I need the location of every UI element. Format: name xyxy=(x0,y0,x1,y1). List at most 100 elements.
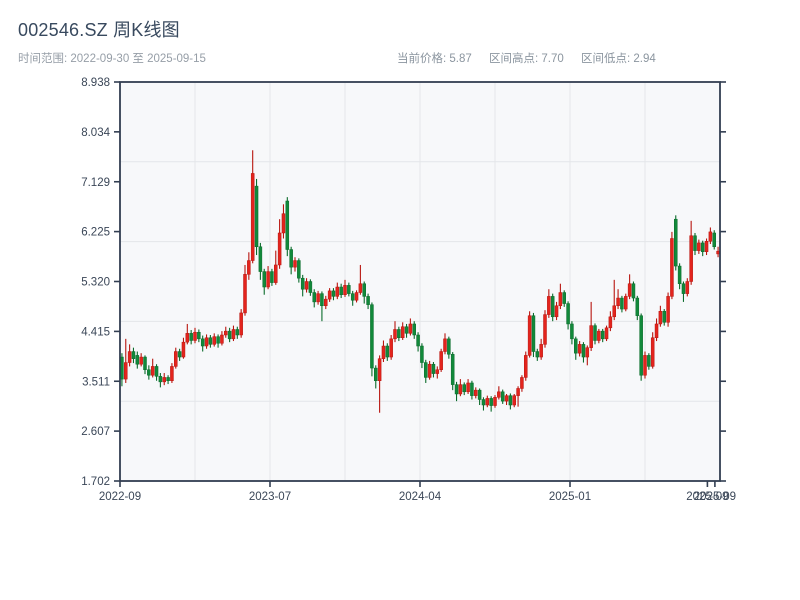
candle xyxy=(197,329,201,343)
candle xyxy=(247,252,251,280)
candle-body-up xyxy=(597,330,601,341)
candle xyxy=(274,250,278,285)
y-tick-label: 6.225 xyxy=(81,227,110,239)
candle-body-up xyxy=(220,334,224,344)
candle-body-down xyxy=(131,351,136,359)
candle-body-down xyxy=(216,336,220,344)
candle-body-up xyxy=(612,305,616,318)
candle xyxy=(204,334,209,349)
candle-body-down xyxy=(404,326,409,334)
candle xyxy=(474,387,478,399)
candle-body-up xyxy=(277,232,282,266)
candle-body-down xyxy=(347,285,351,294)
candle-body-up xyxy=(466,382,470,393)
candle xyxy=(420,343,424,369)
candle xyxy=(681,281,686,302)
y-tick-label: 5.320 xyxy=(81,277,110,289)
candle xyxy=(416,332,420,352)
candle-body-up xyxy=(393,329,397,340)
candle-body-up xyxy=(170,366,174,382)
candle xyxy=(650,332,655,369)
candle-body-down xyxy=(500,391,505,402)
candle-body-up xyxy=(527,315,532,356)
candle xyxy=(316,290,320,305)
candle xyxy=(589,301,593,351)
candle-body-down xyxy=(693,235,697,251)
candle xyxy=(458,379,463,397)
candle xyxy=(131,347,136,364)
candle-body-down xyxy=(462,384,466,393)
candle xyxy=(366,293,370,310)
candle-body-down xyxy=(235,329,240,336)
candle-body-up xyxy=(650,337,655,367)
candle-body-down xyxy=(647,355,651,367)
candle-body-up xyxy=(162,377,166,383)
candle xyxy=(270,268,274,286)
candle-body-up xyxy=(212,336,216,345)
candle-body-down xyxy=(681,283,686,294)
x-axis: 2022-09 2023-07 2024-04 2025-01 2025-092025-… xyxy=(99,481,736,503)
candle-body-up xyxy=(474,389,478,396)
candle-body-up xyxy=(358,283,363,293)
candle xyxy=(189,330,193,345)
candle-body-up xyxy=(497,391,501,398)
candle-body-up xyxy=(239,312,243,336)
candle xyxy=(381,340,386,363)
y-tick-label: 8.034 xyxy=(81,127,110,139)
candle xyxy=(377,355,382,413)
candle xyxy=(254,178,259,256)
candle-body-down xyxy=(700,242,705,252)
candle-body-down xyxy=(154,366,159,377)
candle-body-up xyxy=(439,351,443,370)
candle-body-up xyxy=(181,341,186,358)
range-high-stat: 区间高点: 7.70 xyxy=(488,53,564,65)
candle xyxy=(424,359,428,383)
candle-body-up xyxy=(704,240,709,252)
candle xyxy=(627,274,632,300)
candle-body-down xyxy=(508,395,513,406)
candle-body-up xyxy=(250,173,255,261)
candle-body-up xyxy=(504,395,509,402)
candle-body-down xyxy=(447,338,451,355)
candle xyxy=(489,396,493,412)
candle xyxy=(670,231,674,300)
candle xyxy=(597,328,601,344)
candle xyxy=(358,264,363,295)
candle-body-up xyxy=(658,311,663,325)
candle xyxy=(612,279,616,321)
candle xyxy=(258,242,263,280)
candle-body-down xyxy=(362,283,366,297)
candle-body-down xyxy=(620,297,624,310)
candle-body-up xyxy=(624,296,628,310)
candle-body-down xyxy=(677,265,682,284)
candle xyxy=(393,321,397,343)
candle-body-up xyxy=(539,344,543,358)
page-title: 002546.SZ 周K线图 xyxy=(18,20,180,40)
y-tick-label: 7.129 xyxy=(81,177,110,189)
candle xyxy=(662,309,666,326)
candle xyxy=(527,311,532,358)
candle xyxy=(300,274,305,297)
candle-body-down xyxy=(350,293,355,301)
candle xyxy=(266,266,270,290)
candle-body-up xyxy=(304,281,309,290)
candle xyxy=(324,295,328,310)
candle-body-up xyxy=(443,338,447,352)
candle xyxy=(658,305,663,327)
candle xyxy=(262,268,266,295)
candle-body-up xyxy=(512,395,516,406)
candle xyxy=(558,283,563,310)
candle xyxy=(354,290,359,303)
candle-body-down xyxy=(416,334,420,347)
candle xyxy=(620,295,624,313)
candle-body-down xyxy=(639,315,643,376)
candle xyxy=(704,238,709,256)
candle xyxy=(689,220,693,285)
candle-body-down xyxy=(424,362,428,378)
candle xyxy=(485,395,490,408)
candle-body-down xyxy=(550,296,555,318)
candle xyxy=(181,337,186,359)
candle xyxy=(520,375,524,392)
candle xyxy=(666,292,670,327)
